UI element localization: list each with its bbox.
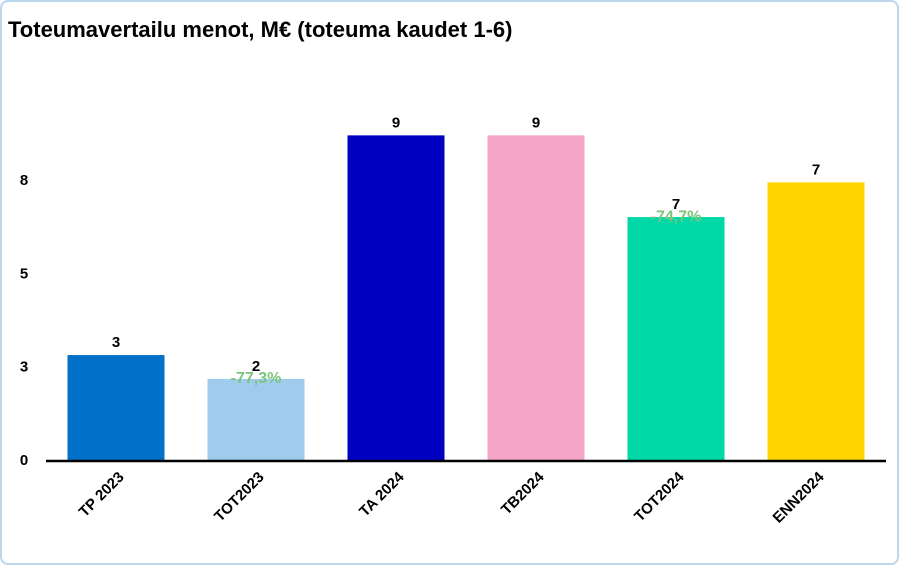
x-tick-label: ENN2024 (770, 468, 828, 526)
bar (487, 135, 585, 461)
bar (207, 378, 305, 461)
change-label: -77,3% (231, 370, 282, 387)
bar (627, 217, 725, 461)
y-tick-label: 3 (20, 359, 28, 376)
y-tick-label: 8 (20, 172, 28, 189)
chart-title: Toteumavertailu menot, M€ (toteuma kaude… (8, 17, 512, 42)
value-label: 2 (252, 358, 260, 375)
x-tick-label: TOT2024 (631, 468, 688, 525)
y-tick-label: 5 (20, 265, 28, 282)
value-label: 7 (812, 161, 820, 178)
value-label: 7 (672, 196, 680, 213)
x-tick-label: TB2024 (498, 468, 548, 518)
x-tick-label: TP 2023 (76, 469, 128, 521)
x-tick-label: TA 2024 (356, 468, 408, 520)
value-label: 9 (532, 114, 540, 131)
x-tick-label: TOT2023 (211, 469, 268, 526)
bar (767, 182, 865, 461)
value-label: 3 (112, 334, 120, 351)
value-label: 9 (392, 114, 400, 131)
change-label: -74,7% (651, 208, 702, 225)
bar (67, 355, 165, 461)
y-tick-label: 0 (20, 452, 28, 469)
bar (347, 135, 445, 461)
